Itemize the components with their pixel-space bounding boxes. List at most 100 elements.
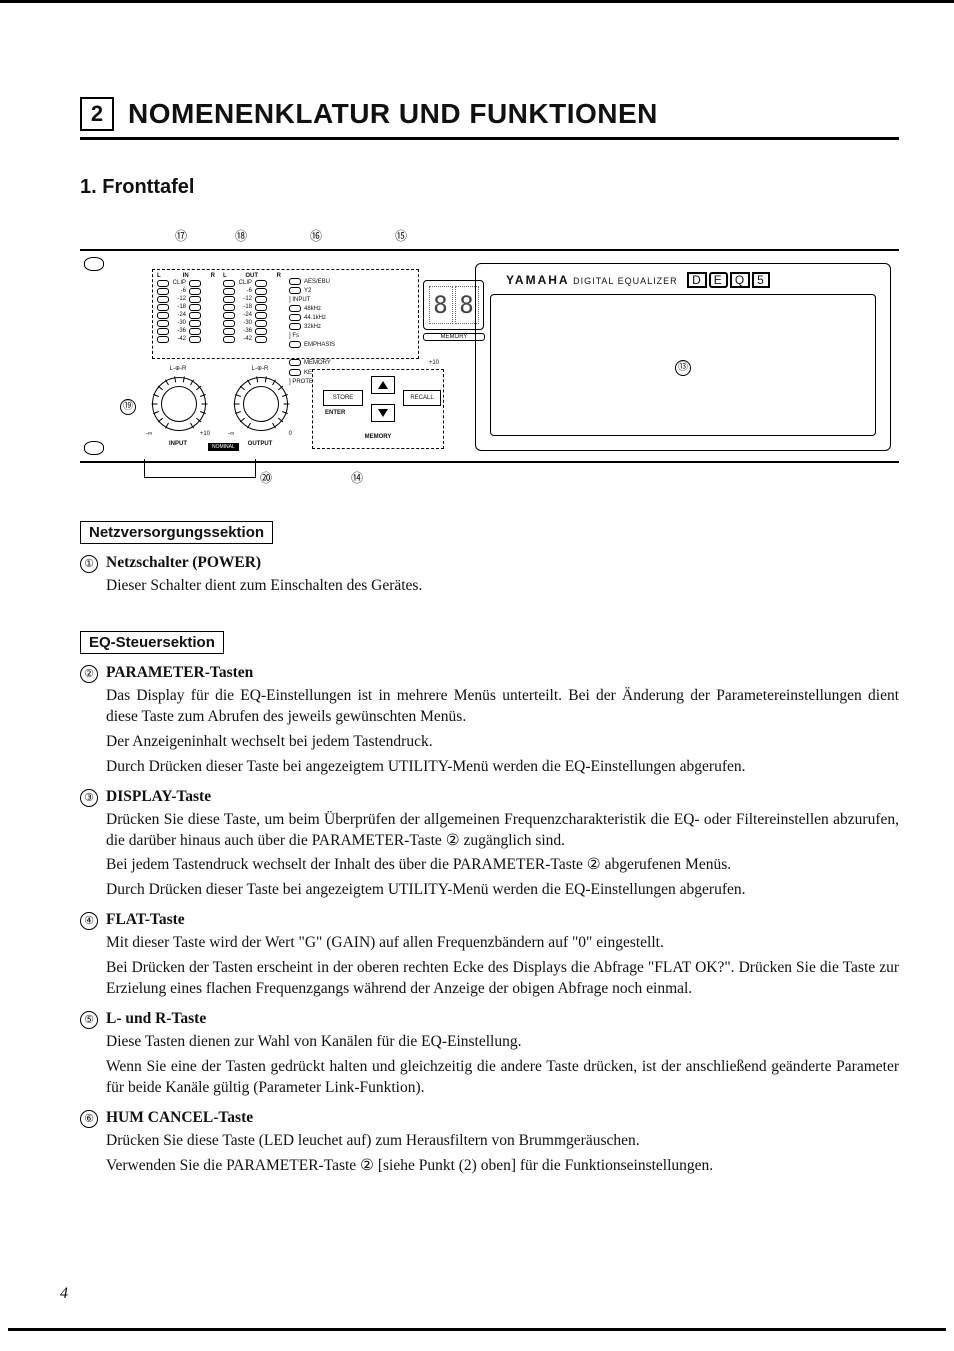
output-label: OUTPUT xyxy=(234,441,286,447)
entry: ③DISPLAY-Taste Drücken Sie diese Taste, u… xyxy=(80,788,899,902)
entry-number: ② xyxy=(80,664,106,778)
entry-title: FLAT-Taste xyxy=(106,911,899,929)
triangle-down-icon xyxy=(378,409,388,417)
entry-number: ⑥ xyxy=(80,1109,106,1177)
entry-paragraph: Drücken Sie diese Taste (LED leuchet auf… xyxy=(106,1131,899,1152)
entry: ⑥HUM CANCEL-Taste Drücken Sie diese Taste… xyxy=(80,1109,899,1177)
entry-title: L- und R-Taste xyxy=(106,1010,899,1028)
memory-label: MEMORY xyxy=(313,434,443,440)
bottom-rule xyxy=(8,1328,946,1331)
led-hdr-r: R xyxy=(211,273,215,279)
led-hdr-l: L xyxy=(223,273,227,279)
led-row: -24 xyxy=(223,311,281,319)
deq5-logo: DEQ5 xyxy=(687,272,770,288)
callout-13: ⑬ xyxy=(675,360,691,376)
knob-lr-label: L-⊕-R xyxy=(234,365,286,372)
subsection-box: EQ-Steuersektion xyxy=(80,631,224,654)
entry-body: HUM CANCEL-Taste Drücken Sie diese Taste … xyxy=(106,1109,899,1177)
yamaha-logo: YAMAHA xyxy=(506,273,570,287)
entry-paragraph: Drücken Sie diese Taste, um beim Überprü… xyxy=(106,810,899,852)
screw-icon xyxy=(84,257,104,271)
led-row: -30 xyxy=(223,319,281,327)
seg-digit: 8 xyxy=(429,286,453,324)
led-hdr-out: OUT xyxy=(245,273,258,279)
knob-max: 0 xyxy=(289,431,292,437)
down-button xyxy=(371,404,395,422)
recall-button: RECALL xyxy=(403,390,441,406)
knob-min: -∞ xyxy=(228,431,234,437)
entry-title: PARAMETER-Tasten xyxy=(106,664,899,682)
entry-body: L- und R-Taste Diese Tasten dienen zur Wa… xyxy=(106,1010,899,1099)
body-sections: Netzversorgungssektion ①Netzschalter (POW… xyxy=(80,487,899,1177)
led-row: -18 xyxy=(223,303,281,311)
entry: ⑤L- und R-Taste Diese Tasten dienen zur W… xyxy=(80,1010,899,1099)
chapter-title: NOMENENKLATUR UND FUNKTIONEN xyxy=(128,98,658,130)
callout-20: ⑳ xyxy=(260,469,272,486)
output-knob: L-⊕-R -∞ 0 OUTPUT xyxy=(234,377,286,429)
entry-number: ③ xyxy=(80,788,106,902)
led-hdr-r: R xyxy=(277,273,281,279)
subsection-box: Netzversorgungssektion xyxy=(80,521,273,544)
brand-sub: DIGITAL EQUALIZER xyxy=(573,276,678,286)
entry-paragraph: Wenn Sie eine der Tasten gedrückt halten… xyxy=(106,1057,899,1099)
entry-paragraph: Mit dieser Taste wird der Wert "G" (GAIN… xyxy=(106,933,899,954)
callout-17: ⑰ xyxy=(175,227,187,244)
led-col-out: L OUT R CLIP-6-12-18-24-30-36-42 xyxy=(219,270,285,358)
entry-title: HUM CANCEL-Taste xyxy=(106,1109,899,1127)
entry-title: DISPLAY-Taste xyxy=(106,788,899,806)
input-label: INPUT xyxy=(152,441,204,447)
led-row: -42 xyxy=(223,335,281,343)
entry-body: DISPLAY-Taste Drücken Sie diese Taste, um… xyxy=(106,788,899,902)
led-row: CLIP xyxy=(157,279,215,287)
entry-paragraph: Verwenden Sie die PARAMETER-Taste ② [sie… xyxy=(106,1156,899,1177)
front-panel-diagram: ⑰ ⑱ ⑯ ⑮ L IN R CLIP-6-12-18-24-30-36- xyxy=(80,227,899,487)
callout-15: ⑮ xyxy=(395,227,407,244)
led-row: -12 xyxy=(157,295,215,303)
entry-number: ④ xyxy=(80,911,106,1000)
plus10-label: +10 xyxy=(429,360,439,366)
entry: ④FLAT-Taste Mit dieser Taste wird der Wer… xyxy=(80,911,899,1000)
entry-title: Netzschalter (POWER) xyxy=(106,554,899,572)
enter-label: ENTER xyxy=(325,410,345,416)
status-leds: AES/EBUY2] INPUT48kHz44.1kHz32kHz] FsEMP… xyxy=(285,270,356,358)
entry-paragraph: Bei Drücken der Tasten erscheint in der … xyxy=(106,958,899,1000)
led-hdr-l: L xyxy=(157,273,161,279)
callout-19: ⑲ xyxy=(120,399,136,415)
led-row: -6 xyxy=(157,287,215,295)
entry-paragraph: Durch Drücken dieser Taste bei angezeigt… xyxy=(106,880,899,901)
up-button xyxy=(371,376,395,394)
led-row: CLIP xyxy=(223,279,281,287)
led-row: -36 xyxy=(223,327,281,335)
led-row: -12 xyxy=(223,295,281,303)
callout-16: ⑯ xyxy=(310,227,322,244)
led-rows: CLIP-6-12-18-24-30-36-42 xyxy=(223,279,281,343)
entry-paragraph: Der Anzeigeninhalt wechselt bei jedem Ta… xyxy=(106,732,899,753)
led-row: -42 xyxy=(157,335,215,343)
entry-body: Netzschalter (POWER) Dieser Schalter dien… xyxy=(106,554,899,597)
led-col-in: L IN R CLIP-6-12-18-24-30-36-42 xyxy=(153,270,219,358)
input-knob: L-⊕-R -∞ +10 INPUT xyxy=(152,377,204,429)
section-title: 1. Fronttafel xyxy=(80,176,899,199)
callout-14: ⑭ xyxy=(351,469,363,486)
chapter-heading: 2 NOMENENKLATUR UND FUNKTIONEN xyxy=(80,98,899,140)
indicator-block: L IN R CLIP-6-12-18-24-30-36-42 L OUT R … xyxy=(152,269,419,359)
triangle-up-icon xyxy=(378,381,388,389)
entry-paragraph: Diese Tasten dienen zur Wahl von Kanälen… xyxy=(106,1032,899,1053)
screw-icon xyxy=(84,441,104,455)
entry-paragraph: Dieser Schalter dient zum Einschalten de… xyxy=(106,576,899,597)
front-panel: L IN R CLIP-6-12-18-24-30-36-42 L OUT R … xyxy=(80,249,899,463)
entry-body: FLAT-Taste Mit dieser Taste wird der Wert… xyxy=(106,911,899,1000)
entry-number: ⑤ xyxy=(80,1010,106,1099)
led-row: -30 xyxy=(157,319,215,327)
entry-number: ① xyxy=(80,554,106,597)
callout-row-top: ⑰ ⑱ ⑯ ⑮ xyxy=(175,227,899,245)
page-number: 4 xyxy=(60,1285,68,1303)
entry-body: PARAMETER-TastenDas Display für die EQ-E… xyxy=(106,664,899,778)
main-display: YAMAHA DIGITAL EQUALIZER DEQ5 ⑬ xyxy=(475,263,891,451)
entry-paragraph: Durch Drücken dieser Taste bei angezeigt… xyxy=(106,757,899,778)
led-row: -18 xyxy=(157,303,215,311)
manual-page: 2 NOMENENKLATUR UND FUNKTIONEN 1. Frontt… xyxy=(0,0,954,1351)
callout-18: ⑱ xyxy=(235,227,247,244)
nominal-box: NOMINAL xyxy=(208,443,239,451)
knob-lr-label: L-⊕-R xyxy=(152,365,204,372)
